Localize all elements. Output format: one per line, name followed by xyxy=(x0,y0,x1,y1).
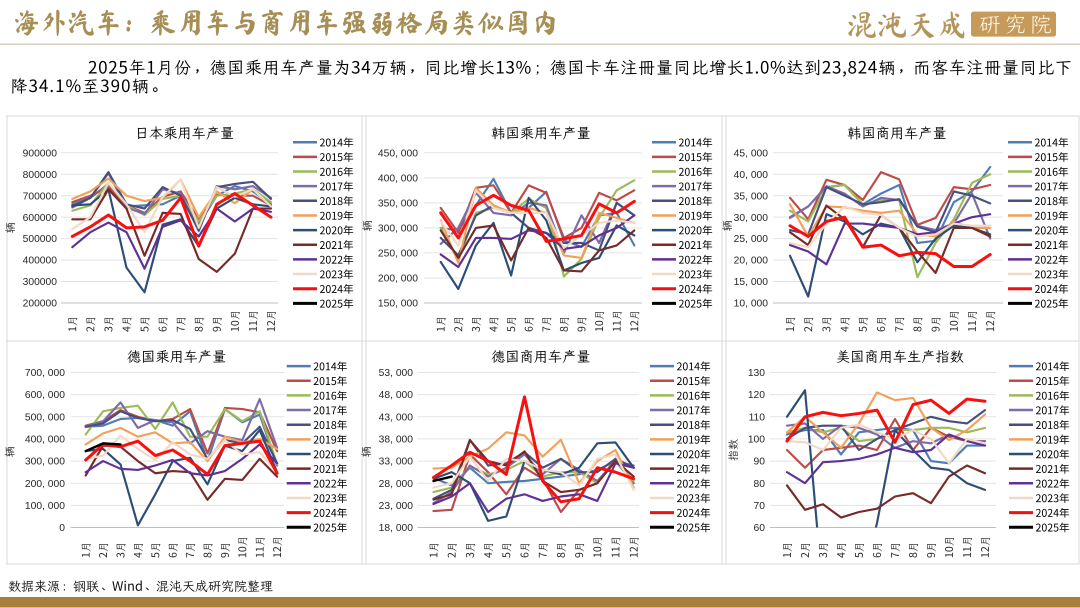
svg-text:300, 000: 300, 000 xyxy=(378,224,418,235)
svg-text:200, 000: 200, 000 xyxy=(25,479,65,490)
svg-text:400000: 400000 xyxy=(23,256,58,267)
svg-text:400, 000: 400, 000 xyxy=(378,173,418,184)
svg-text:450, 000: 450, 000 xyxy=(378,148,418,159)
svg-text:60: 60 xyxy=(754,523,766,534)
svg-text:250, 000: 250, 000 xyxy=(378,249,418,260)
svg-text:400, 000: 400, 000 xyxy=(25,435,65,446)
svg-text:800000: 800000 xyxy=(23,170,58,181)
svg-text:15, 000: 15, 000 xyxy=(734,277,769,288)
svg-text:28, 000: 28, 000 xyxy=(379,479,414,490)
svg-text:700000: 700000 xyxy=(23,191,58,202)
svg-text:200, 000: 200, 000 xyxy=(378,274,418,285)
svg-text:300, 000: 300, 000 xyxy=(25,457,65,468)
svg-text:500000: 500000 xyxy=(23,234,58,245)
svg-text:900000: 900000 xyxy=(23,148,58,159)
svg-text:38, 000: 38, 000 xyxy=(379,435,414,446)
svg-text:700, 000: 700, 000 xyxy=(25,368,65,379)
svg-text:33, 000: 33, 000 xyxy=(379,457,414,468)
svg-text:10, 000: 10, 000 xyxy=(734,299,769,310)
svg-text:30, 000: 30, 000 xyxy=(734,213,769,224)
svg-text:300000: 300000 xyxy=(23,277,58,288)
svg-text:23, 000: 23, 000 xyxy=(379,501,414,512)
svg-text:200000: 200000 xyxy=(23,299,58,310)
svg-text:130: 130 xyxy=(748,368,765,379)
svg-text:70: 70 xyxy=(754,501,766,512)
svg-text:110: 110 xyxy=(749,412,766,423)
svg-text:20, 000: 20, 000 xyxy=(734,256,769,267)
svg-text:53, 000: 53, 000 xyxy=(379,368,414,379)
svg-text:43, 000: 43, 000 xyxy=(379,412,414,423)
svg-text:100: 100 xyxy=(748,435,765,446)
svg-text:35, 000: 35, 000 xyxy=(734,191,769,202)
svg-text:120: 120 xyxy=(748,390,765,401)
svg-text:90: 90 xyxy=(754,457,766,468)
svg-text:18, 000: 18, 000 xyxy=(379,523,414,534)
svg-text:45, 000: 45, 000 xyxy=(734,148,769,159)
svg-text:600, 000: 600, 000 xyxy=(25,390,65,401)
svg-text:500, 000: 500, 000 xyxy=(25,412,65,423)
svg-text:350, 000: 350, 000 xyxy=(378,198,418,209)
svg-text:40, 000: 40, 000 xyxy=(734,170,769,181)
svg-text:48, 000: 48, 000 xyxy=(379,390,414,401)
svg-text:600000: 600000 xyxy=(23,213,58,224)
svg-text:100, 000: 100, 000 xyxy=(25,501,65,512)
svg-text:80: 80 xyxy=(754,479,766,490)
svg-text:25, 000: 25, 000 xyxy=(734,234,769,245)
svg-text:150, 000: 150, 000 xyxy=(378,299,418,310)
svg-text:0: 0 xyxy=(59,523,65,534)
